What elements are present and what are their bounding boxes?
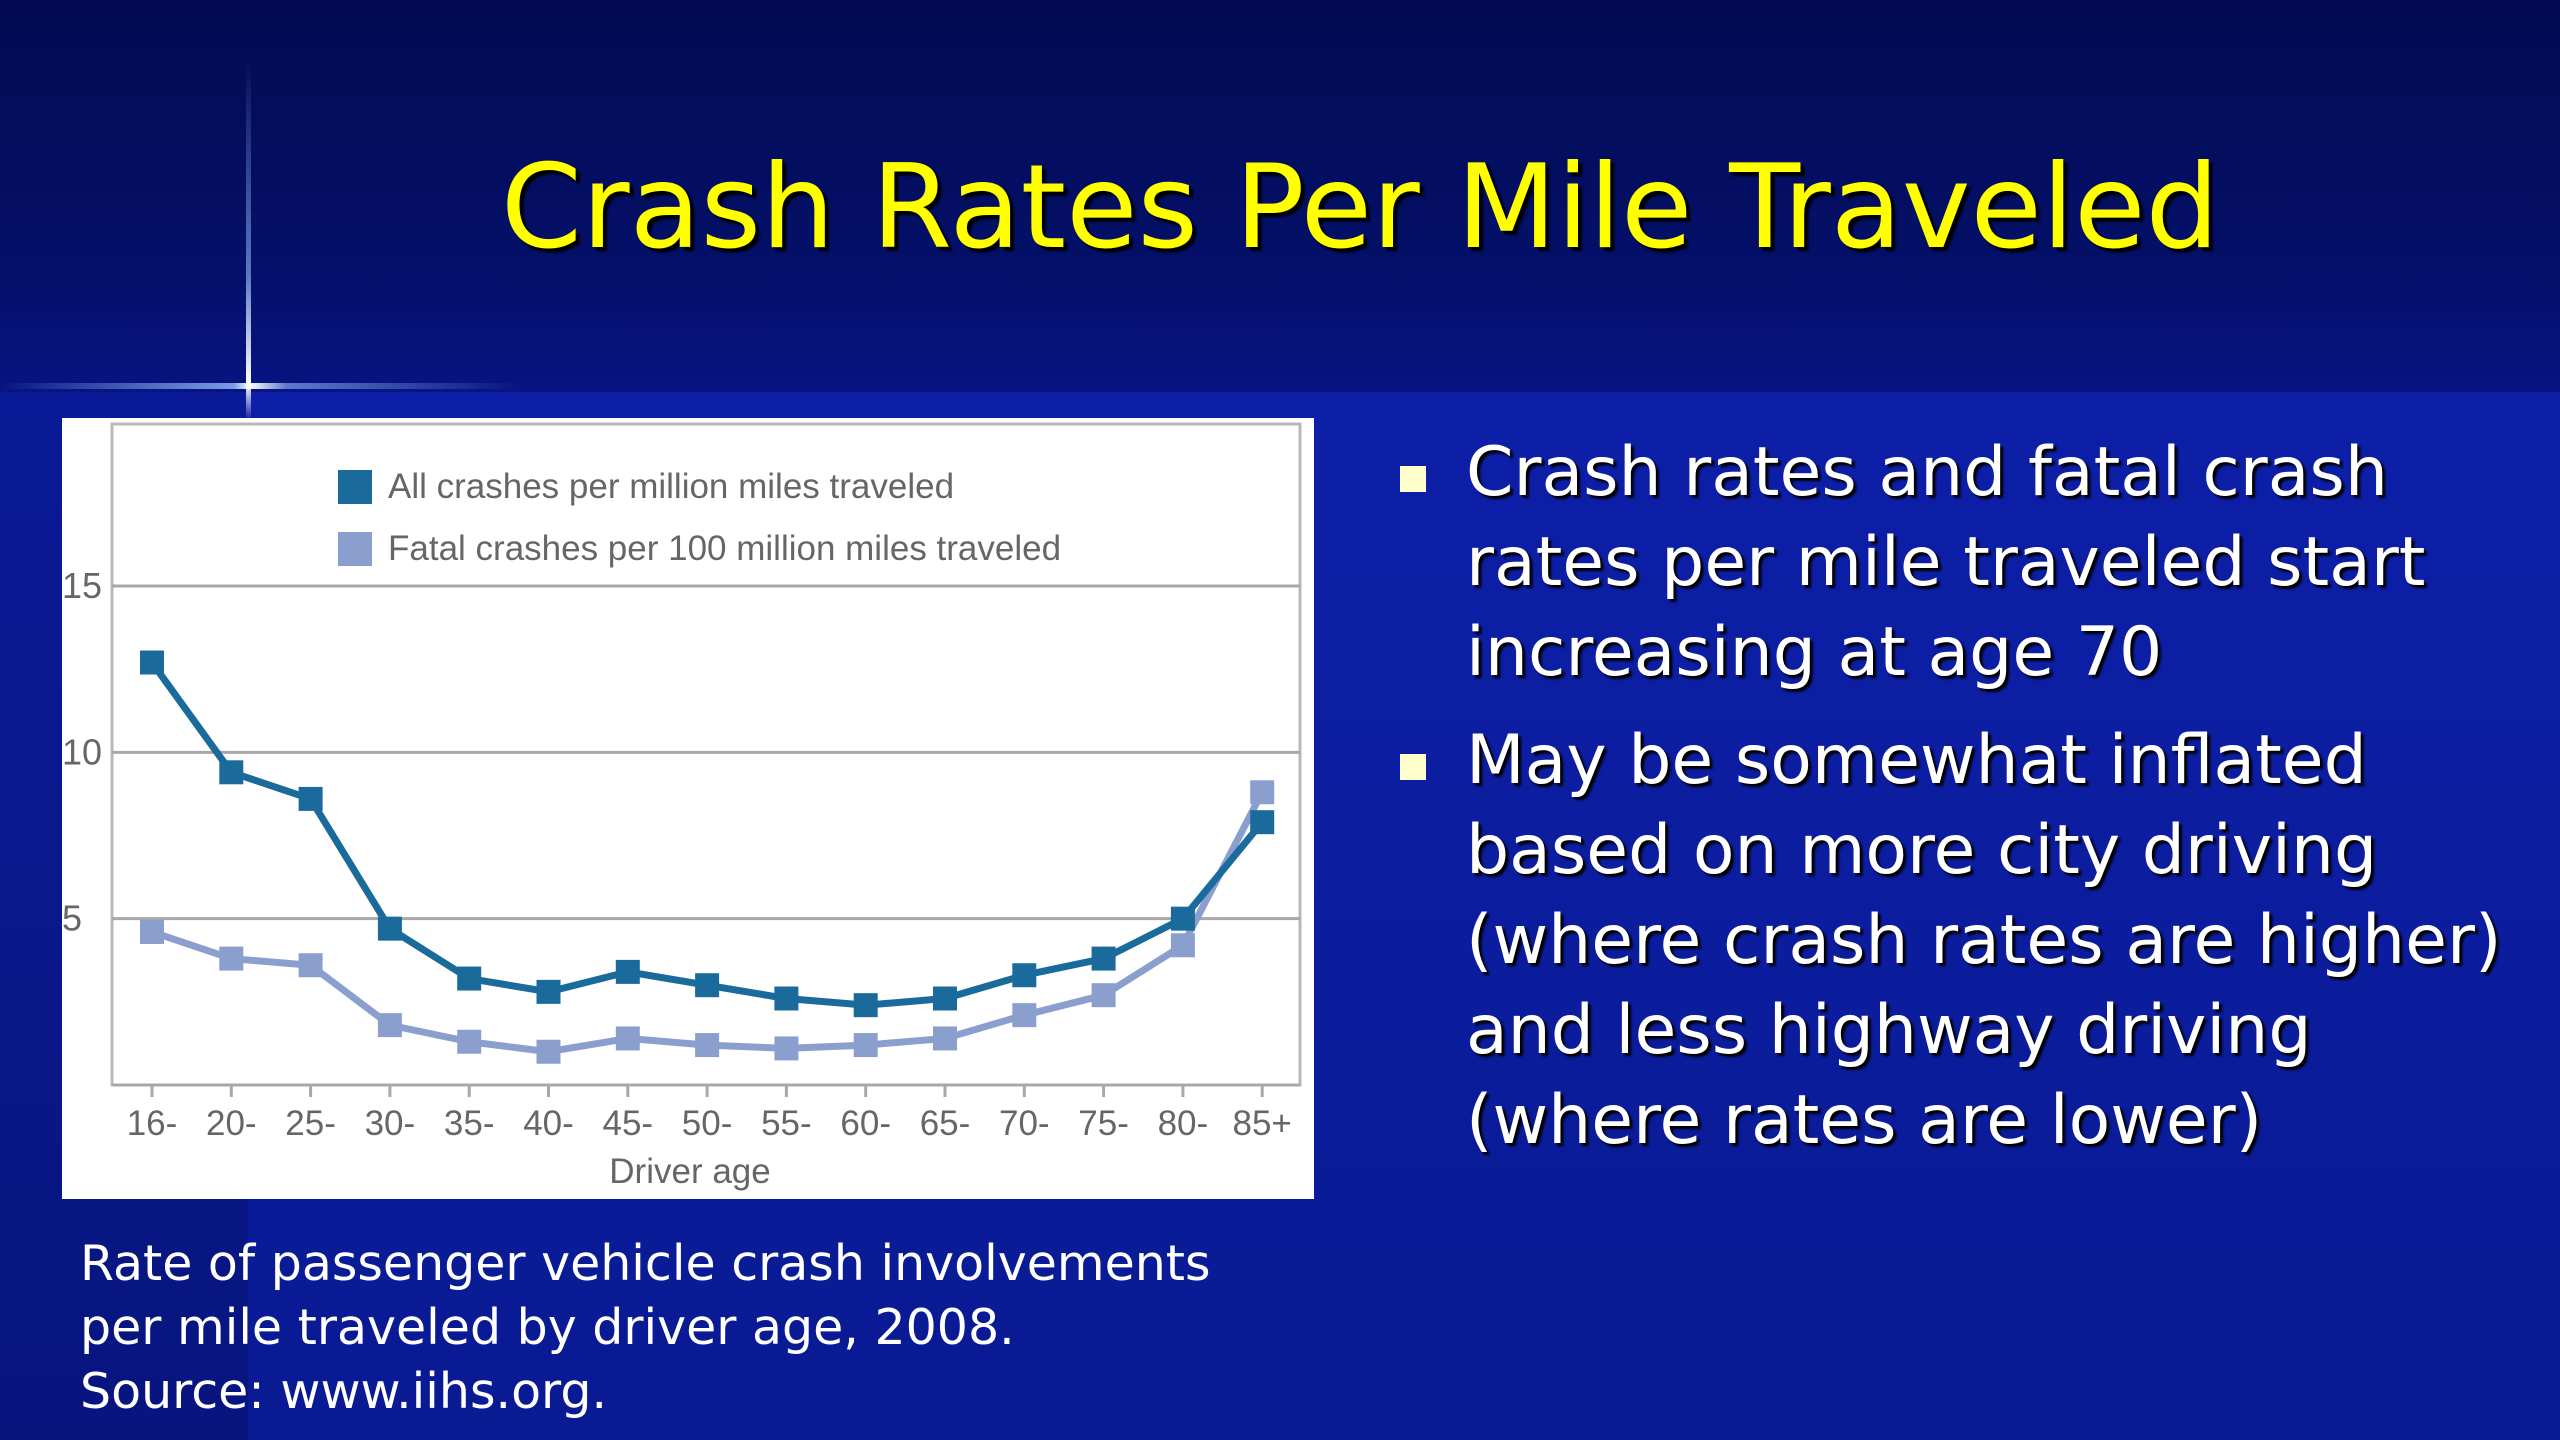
light-flare-vertical bbox=[246, 60, 251, 420]
x-tick-label: 40- bbox=[523, 1104, 574, 1143]
data-point-fatal-crashes bbox=[695, 1033, 720, 1058]
data-point-fatal-crashes bbox=[140, 919, 164, 944]
x-tick-label: 75- bbox=[1078, 1104, 1129, 1143]
chart-svg: 5 10 15 16- 20- 25- 30- 35- 40- 45- 50- 55- 60- 65- 7… bbox=[62, 422, 1302, 1191]
bullet-text: Crash rates and fatal crash rates per mi… bbox=[1466, 433, 2426, 692]
data-point-fatal-crashes bbox=[774, 1036, 799, 1061]
data-point-all-crashes bbox=[1012, 963, 1037, 988]
series-layer bbox=[140, 650, 1275, 1064]
data-point-all-crashes bbox=[615, 959, 640, 984]
data-point-all-crashes bbox=[219, 760, 244, 785]
y-tick-label: 15 bbox=[62, 565, 102, 606]
legend-label-fatal-crashes: Fatal crashes per 100 million miles trav… bbox=[388, 529, 1061, 568]
bullet-item: May be somewhat inflated based on more c… bbox=[1398, 716, 2538, 1166]
data-point-fatal-crashes bbox=[219, 946, 244, 971]
x-tick-label: 80- bbox=[1158, 1104, 1209, 1143]
data-point-all-crashes bbox=[933, 986, 957, 1011]
x-tick-label: 65- bbox=[920, 1104, 971, 1143]
legend-swatch-all-crashes bbox=[338, 470, 372, 504]
caption-line: Rate of passenger vehicle crash involvem… bbox=[80, 1235, 1211, 1292]
bullet-item: Crash rates and fatal crash rates per mi… bbox=[1398, 428, 2538, 698]
x-tick-label: 60- bbox=[840, 1104, 891, 1143]
grid-lines bbox=[112, 584, 1300, 1087]
data-point-all-crashes bbox=[695, 973, 720, 998]
bullet-text: May be somewhat inflated based on more c… bbox=[1466, 721, 2502, 1160]
caption-line: per mile traveled by driver age, 2008. bbox=[80, 1299, 1015, 1356]
x-axis-title: Driver age bbox=[609, 1152, 770, 1191]
y-tick-labels: 5 10 15 bbox=[62, 565, 102, 939]
slide-title: Crash Rates Per Mile Traveled bbox=[500, 140, 2220, 275]
data-point-all-crashes bbox=[853, 993, 878, 1018]
data-point-all-crashes bbox=[1091, 946, 1116, 971]
light-flare-horizontal bbox=[0, 383, 520, 389]
legend-swatch-fatal-crashes bbox=[338, 532, 372, 566]
data-point-all-crashes bbox=[1170, 906, 1195, 931]
data-point-all-crashes bbox=[1250, 810, 1275, 835]
y-tick-label: 5 bbox=[62, 898, 82, 939]
data-point-fatal-crashes bbox=[1091, 983, 1116, 1008]
data-point-fatal-crashes bbox=[457, 1029, 482, 1054]
x-tick-label: 70- bbox=[999, 1104, 1050, 1143]
data-point-fatal-crashes bbox=[615, 1026, 640, 1051]
data-point-fatal-crashes bbox=[536, 1039, 561, 1064]
x-tick-label: 55- bbox=[761, 1104, 812, 1143]
x-tick-label: 20- bbox=[206, 1104, 257, 1143]
legend: All crashes per million miles traveled F… bbox=[338, 467, 1061, 568]
x-tick-label: 85+ bbox=[1233, 1104, 1292, 1143]
series-line-fatal-crashes bbox=[150, 790, 1266, 1056]
data-point-fatal-crashes bbox=[298, 953, 323, 978]
x-tick-label: 50- bbox=[682, 1104, 733, 1143]
data-point-fatal-crashes bbox=[377, 1013, 402, 1038]
x-tick-label: 35- bbox=[444, 1104, 495, 1143]
data-point-fatal-crashes bbox=[1012, 1003, 1037, 1028]
y-tick-label: 10 bbox=[62, 731, 102, 772]
legend-label-all-crashes: All crashes per million miles traveled bbox=[388, 467, 954, 506]
caption-line: Source: www.iihs.org. bbox=[80, 1363, 608, 1420]
data-point-all-crashes bbox=[536, 979, 561, 1004]
bullet-list: Crash rates and fatal crash rates per mi… bbox=[1398, 428, 2538, 1184]
crash-rate-chart: 5 10 15 16- 20- 25- 30- 35- 40- 45- 50- 55- 60- 65- 7… bbox=[62, 418, 1314, 1199]
data-point-all-crashes bbox=[774, 986, 799, 1011]
data-point-all-crashes bbox=[140, 650, 164, 675]
square-bullet-icon bbox=[1400, 754, 1426, 780]
data-point-fatal-crashes bbox=[1250, 780, 1275, 805]
data-point-fatal-crashes bbox=[1170, 933, 1195, 958]
data-point-all-crashes bbox=[298, 786, 323, 811]
x-tick-label: 30- bbox=[365, 1104, 416, 1143]
x-tick-label: 25- bbox=[285, 1104, 336, 1143]
data-point-all-crashes bbox=[377, 916, 402, 941]
data-point-fatal-crashes bbox=[853, 1033, 878, 1058]
data-point-all-crashes bbox=[457, 966, 482, 991]
chart-caption: Rate of passenger vehicle crash involvem… bbox=[80, 1232, 1280, 1424]
x-tick-label: 45- bbox=[603, 1104, 654, 1143]
slide-header-background bbox=[0, 0, 2560, 392]
data-point-fatal-crashes bbox=[933, 1026, 957, 1051]
square-bullet-icon bbox=[1400, 466, 1426, 492]
x-tick-labels: 16- 20- 25- 30- 35- 40- 45- 50- 55- 60- 65- 70- 75- 8… bbox=[127, 1085, 1292, 1143]
x-tick-label: 16- bbox=[127, 1104, 178, 1143]
